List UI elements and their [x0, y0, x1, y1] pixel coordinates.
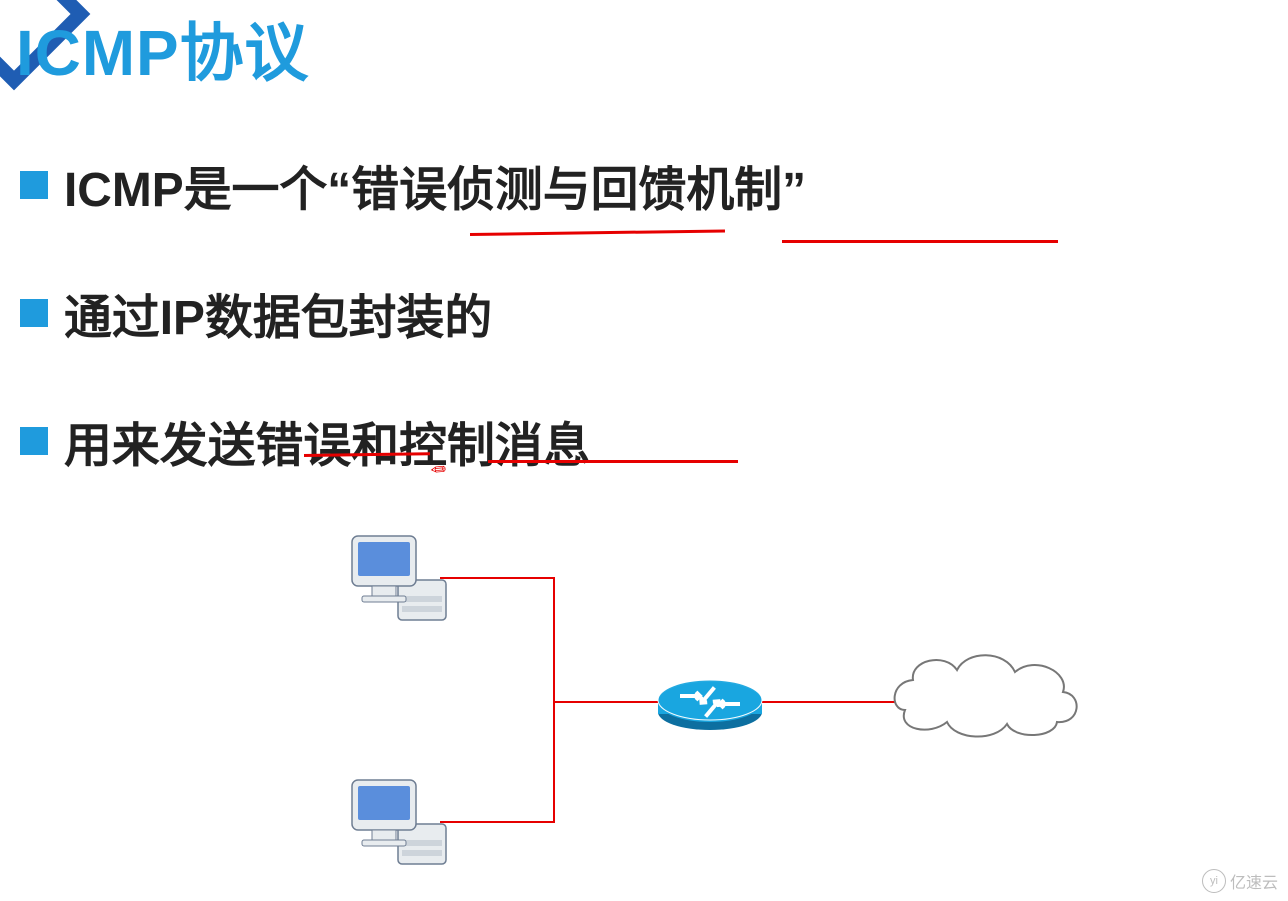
bullet-marker-icon: [20, 427, 48, 455]
page-title-text: ICMP协议: [16, 17, 309, 89]
network-diagram: [330, 520, 1090, 880]
underline-4: [488, 460, 738, 463]
bullet-marker-icon: [20, 171, 48, 199]
watermark: yi 亿速云: [1202, 869, 1278, 893]
pc-icon-2: [352, 780, 446, 864]
bullet-list: ICMP是一个“错误侦测与回馈机制” 通过IP数据包封装的 用来发送错误和控制消…: [20, 150, 806, 534]
pc-icon-1: [352, 536, 446, 620]
bullet-text: ICMP是一个“错误侦测与回馈机制”: [64, 150, 806, 220]
bullet-text: 通过IP数据包封装的: [64, 278, 492, 348]
watermark-text: 亿速云: [1230, 869, 1278, 893]
router-icon: [658, 680, 762, 730]
page-title: ICMP协议: [16, 2, 309, 94]
bullet-text: 用来发送错误和控制消息: [64, 406, 591, 476]
watermark-icon: yi: [1202, 869, 1226, 893]
bullet-marker-icon: [20, 299, 48, 327]
bullet-item-1: ICMP是一个“错误侦测与回馈机制”: [20, 150, 806, 220]
bullet-item-3: 用来发送错误和控制消息: [20, 406, 806, 476]
cloud-icon: [895, 655, 1077, 736]
underline-2: [782, 240, 1058, 243]
bullet-item-2: 通过IP数据包封装的: [20, 278, 806, 348]
